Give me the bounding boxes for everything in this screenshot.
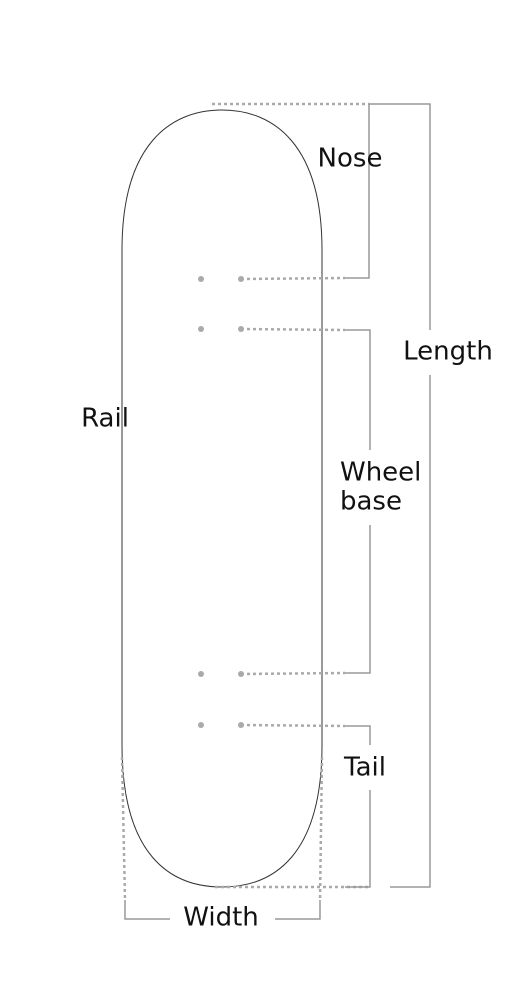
leader-lines <box>120 102 370 901</box>
width-label: Width <box>183 903 259 933</box>
rail-label: Rail <box>81 404 129 434</box>
truck-holes <box>198 276 244 728</box>
wheelbase-label-line1: Wheel <box>340 458 421 488</box>
brackets <box>124 103 431 920</box>
deck-outline <box>121 109 323 888</box>
nose-label: Nose <box>318 144 383 174</box>
length-label: Length <box>403 337 493 367</box>
wheelbase-label-line2: base <box>340 487 402 517</box>
tail-label: Tail <box>343 753 386 783</box>
